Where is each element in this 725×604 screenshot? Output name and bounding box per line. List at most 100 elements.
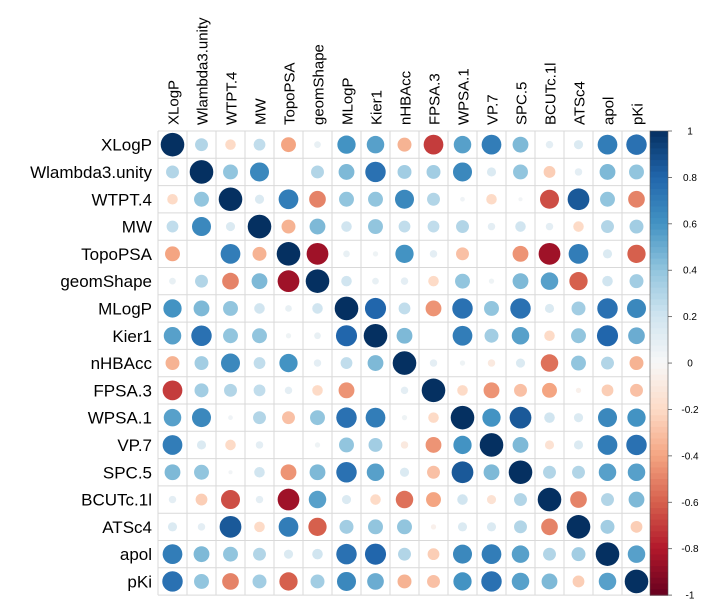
corr-circle-SPC.5-WPSA.1: [451, 461, 474, 484]
corr-circle-TopoPSA-SPC.5: [512, 245, 529, 262]
corr-circle-MLogP-geomShape: [312, 303, 323, 314]
corr-circle-Kier1-Kier1: [363, 323, 388, 348]
colorbar-segment: [650, 194, 668, 202]
colorbar-segment: [650, 131, 668, 138]
corr-circle-SPC.5-FPSA.3: [427, 465, 440, 479]
corr-circle-VP.7-geomShape: [314, 442, 321, 448]
corr-circle-MW-FPSA.3: [427, 220, 440, 233]
corr-circle-ATSc4-BCUTc.1l: [541, 518, 558, 536]
colorbar-segment: [650, 334, 668, 341]
column-label: Kier1: [369, 90, 386, 125]
column-label: apol: [601, 97, 618, 125]
corr-circle-apol-ATSc4: [571, 547, 586, 562]
corr-circle-MLogP-WPSA.1: [452, 298, 473, 319]
corr-circle-VP.7-ATSc4: [573, 440, 584, 450]
corr-circle-Kier1-XLogP: [163, 327, 182, 345]
corr-circle-MW-pKi: [629, 219, 644, 234]
corr-circle-XLogP-TopoPSA: [281, 137, 296, 153]
corr-circle-WTPT.4-Kier1: [368, 191, 383, 207]
corr-circle-ATSc4-MW: [254, 521, 265, 533]
corr-circle-ATSc4-SPC.5: [514, 520, 527, 534]
corr-circle-VP.7-pKi: [626, 434, 647, 456]
corr-circle-Wlambda3.unity-MLogP: [338, 164, 355, 180]
row-label: SPC.5: [103, 463, 152, 482]
corr-circle-nHBAcc-Wlambda3.unity: [194, 356, 209, 371]
corr-circle-pKi-ATSc4: [572, 575, 585, 588]
corr-circle-MW-MLogP: [341, 221, 352, 232]
colorbar-tick-label: -1: [686, 591, 695, 602]
column-label: geomShape: [311, 44, 328, 125]
corr-circle-MW-XLogP: [166, 220, 179, 233]
colorbar-segment: [650, 252, 668, 260]
corr-circle-SPC.5-Wlambda3.unity: [194, 464, 209, 480]
column-label: MLogP: [340, 77, 357, 125]
corr-circle-BCUTc.1l-MLogP: [341, 494, 352, 505]
corr-circle-nHBAcc-Kier1: [367, 355, 384, 371]
corr-circle-geomShape-WPSA.1: [455, 273, 470, 289]
colorbar-segment: [650, 583, 668, 590]
colorbar-segment: [650, 322, 668, 329]
corr-circle-apol-SPC.5: [511, 545, 530, 563]
corr-circle-WTPT.4-FPSA.3: [427, 192, 440, 206]
corr-circle-ATSc4-geomShape: [308, 517, 327, 536]
column-label: XLogP: [166, 80, 183, 125]
corr-circle-nHBAcc-WTPT.4: [220, 353, 241, 373]
colorbar-segment: [650, 351, 668, 358]
corr-circle-Kier1-MLogP: [335, 325, 358, 347]
colorbar-tick-label: -0.4: [681, 451, 699, 462]
corr-circle-ATSc4-WTPT.4: [219, 515, 242, 538]
corr-circle-BCUTc.1l-geomShape: [308, 490, 327, 509]
corr-circle-WTPT.4-nHBAcc: [394, 189, 415, 209]
corr-circle-nHBAcc-geomShape: [313, 359, 322, 367]
corr-circle-MLogP-BCUTc.1l: [544, 303, 555, 314]
corr-circle-pKi-TopoPSA: [279, 572, 298, 591]
corr-circle-geomShape-XLogP: [169, 277, 176, 285]
corr-circle-ATSc4-Kier1: [368, 519, 383, 535]
corr-circle-MLogP-MW: [254, 303, 265, 314]
column-label: pKi: [630, 103, 647, 125]
colorbar-segment: [650, 339, 668, 347]
corr-circle-BCUTc.1l-TopoPSA: [277, 488, 300, 511]
corr-circle-SPC.5-geomShape: [309, 464, 326, 481]
corr-circle-VP.7-MLogP: [339, 437, 354, 453]
corr-circle-Wlambda3.unity-VP.7: [486, 167, 497, 177]
colorbar-segment: [650, 415, 668, 422]
corr-circle-apol-XLogP: [162, 544, 183, 565]
colorbar-segment: [650, 571, 668, 579]
corr-circle-pKi-BCUTc.1l: [541, 573, 558, 590]
corr-circle-Kier1-WPSA.1: [452, 325, 473, 346]
corr-circle-WPSA.1-MLogP: [336, 407, 357, 428]
colorbar: 1 0.8 0.6 0.4 0.2 0 -0.2 -0.4 -0.6 -0.8 -1: [649, 127, 699, 602]
corr-circle-pKi-VP.7: [481, 571, 502, 592]
colorbar-segment: [650, 537, 668, 544]
colorbar-segment: [650, 461, 668, 469]
corr-circle-MLogP-ATSc4: [571, 301, 586, 316]
corr-circle-Wlambda3.unity-SPC.5: [513, 164, 528, 180]
corr-circle-SPC.5-apol: [598, 463, 617, 481]
colorbar-segment: [650, 525, 668, 532]
corr-circle-ATSc4-WPSA.1: [457, 522, 468, 532]
corr-circle-VP.7-MW: [255, 441, 264, 449]
colorbar-segment: [650, 357, 668, 364]
corr-circle-MLogP-FPSA.3: [425, 300, 442, 317]
corr-circle-nHBAcc-apol: [601, 356, 614, 370]
row-label: VP.7: [117, 436, 152, 455]
colorbar-segment: [650, 363, 668, 370]
colorbar-segment: [650, 270, 668, 277]
colorbar-segment: [650, 299, 668, 306]
corr-circle-TopoPSA-XLogP: [165, 246, 180, 262]
colorbar-tick-label: 0: [687, 359, 693, 370]
corr-circle-apol-WTPT.4: [223, 546, 238, 562]
corr-circle-FPSA.3-geomShape: [312, 385, 323, 396]
corr-circle-Wlambda3.unity-Wlambda3.unity: [189, 160, 214, 184]
row-label: TopoPSA: [81, 245, 153, 264]
corr-circle-BCUTc.1l-SPC.5: [514, 493, 527, 507]
corr-circle-FPSA.3-XLogP: [162, 380, 183, 401]
corr-circle-MLogP-pKi: [626, 298, 647, 318]
corr-circle-XLogP-pKi: [626, 134, 647, 155]
corr-circle-Wlambda3.unity-FPSA.3: [426, 164, 441, 179]
corr-circle-geomShape-BCUTc.1l: [540, 272, 559, 290]
row-label: Kier1: [112, 327, 152, 346]
colorbar-segment: [650, 560, 668, 567]
corr-circle-MW-Kier1: [368, 219, 383, 235]
